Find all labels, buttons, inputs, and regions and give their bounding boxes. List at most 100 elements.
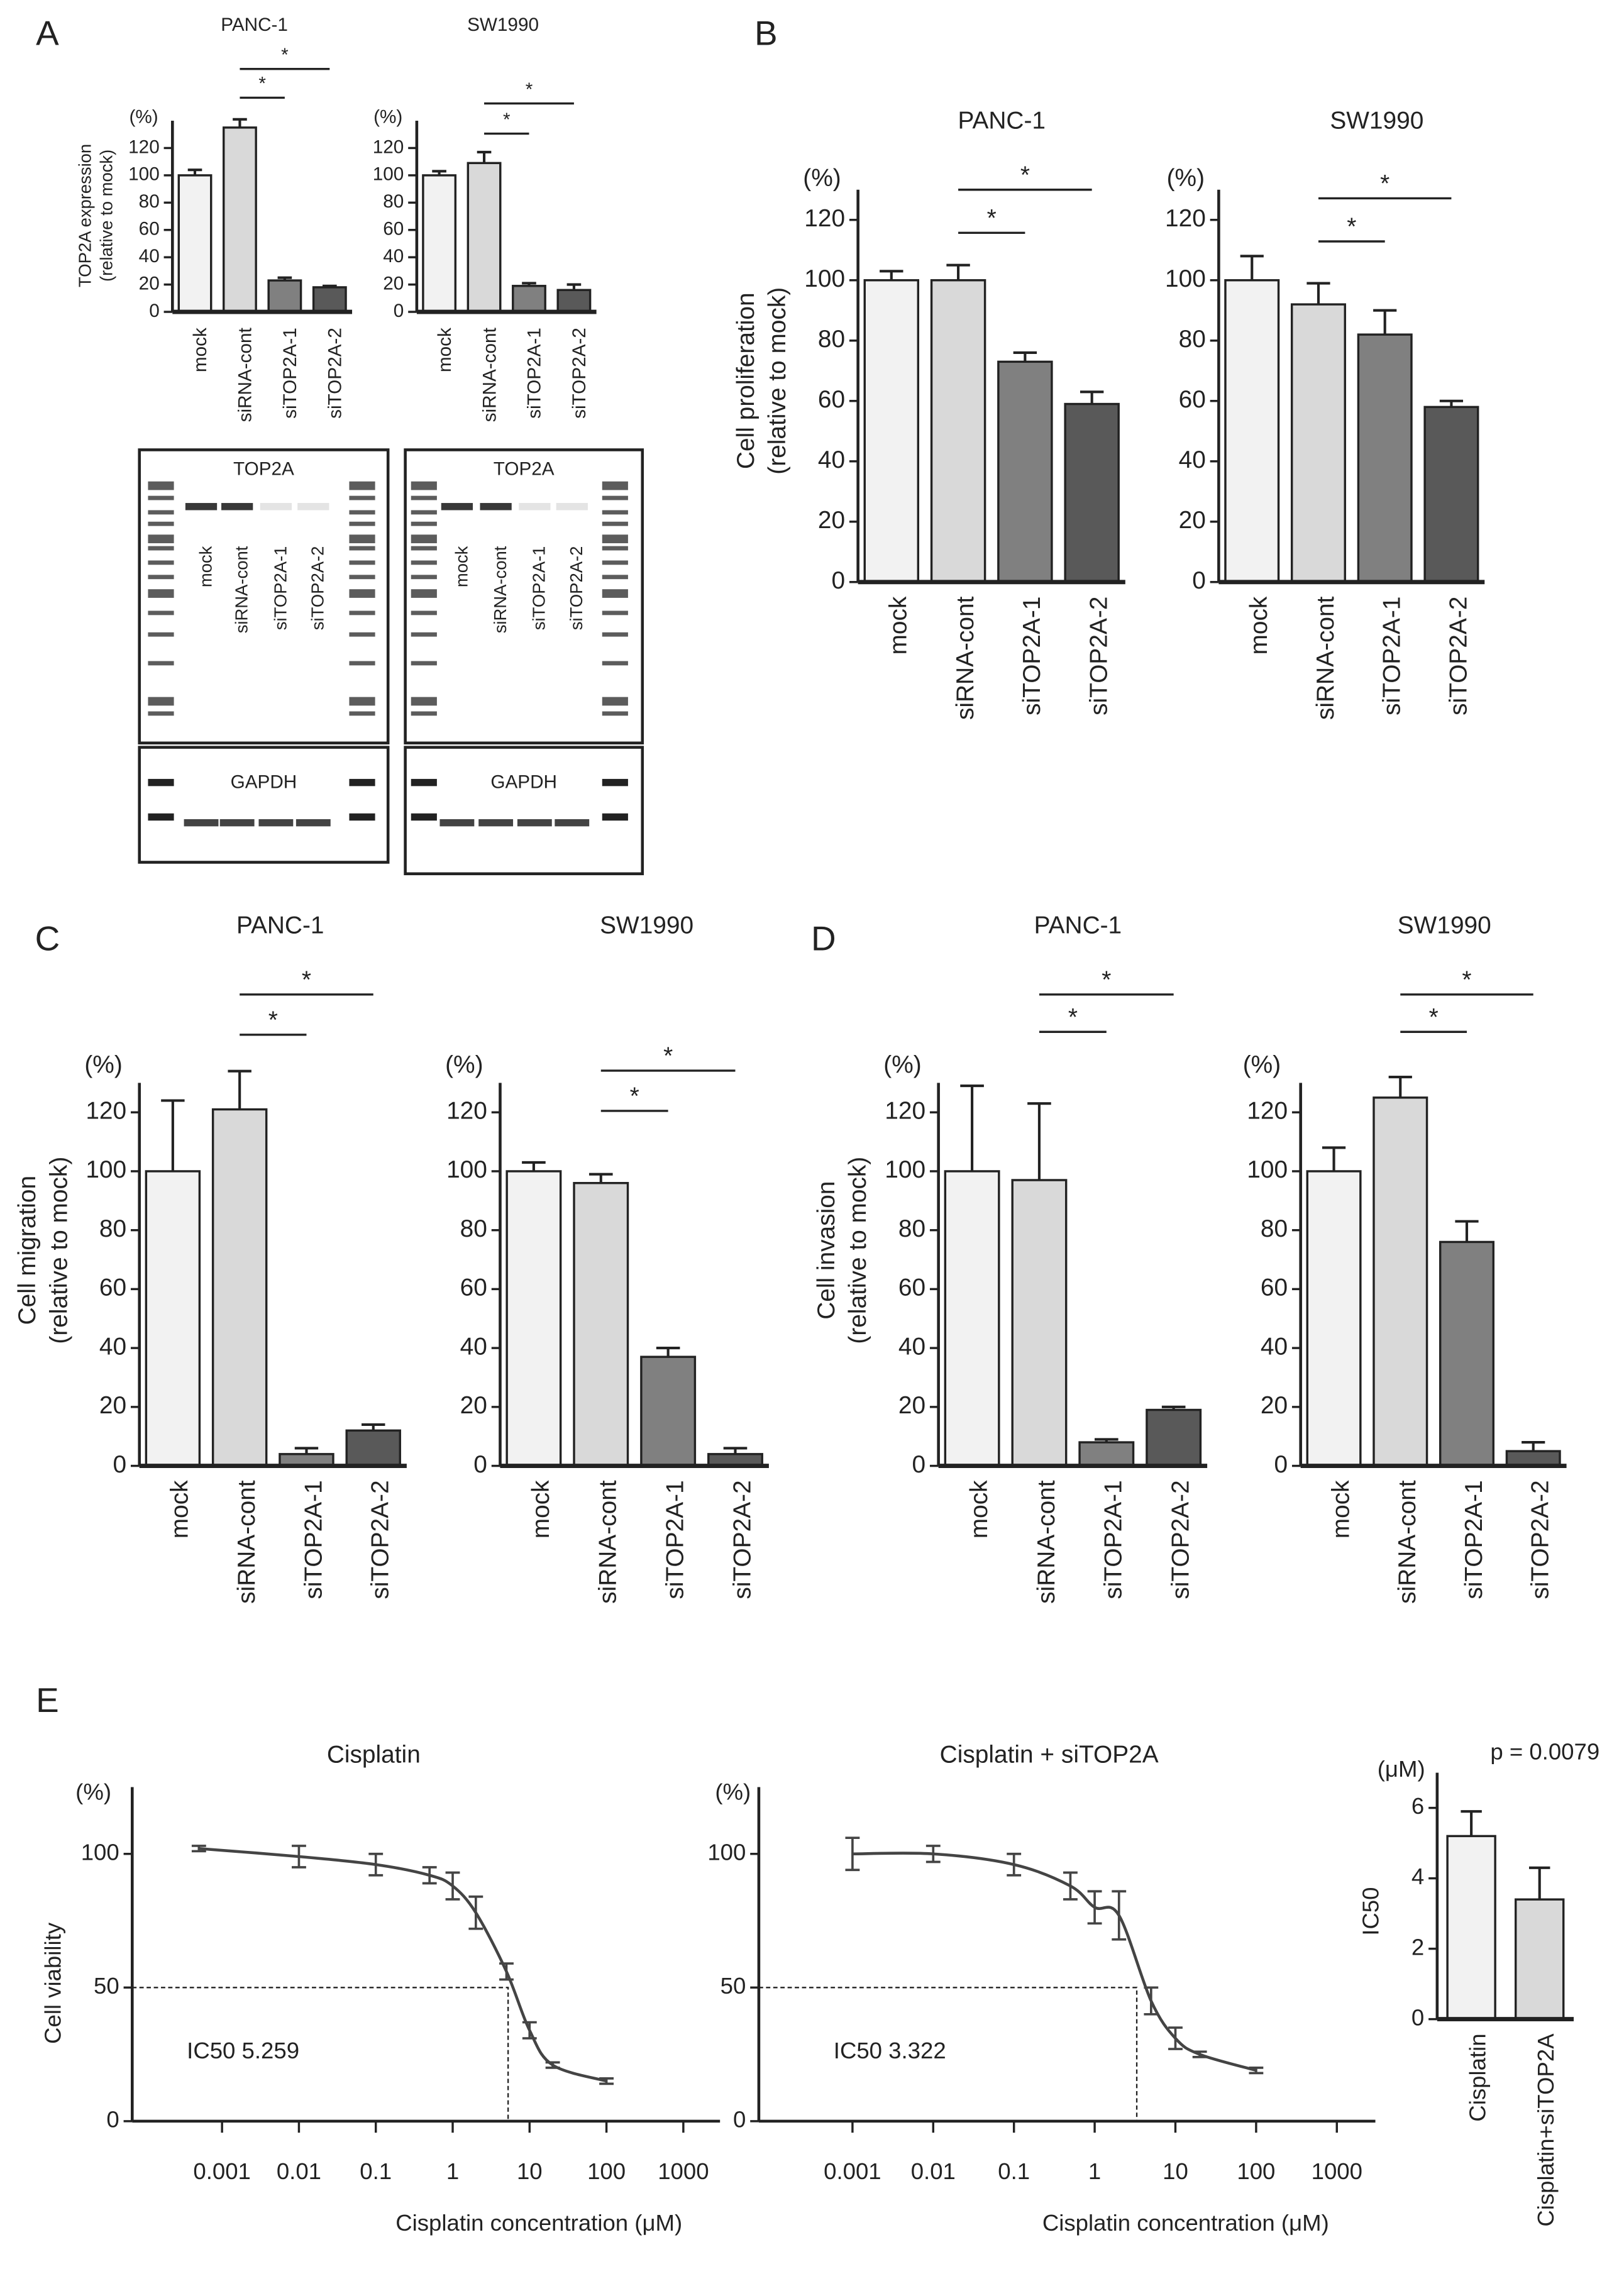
significance-label: * [268,1007,278,1034]
error-bar [599,2077,614,2085]
y-tick-label: 20 [383,273,404,294]
significance-label: * [302,966,311,993]
ladder-band [148,632,174,637]
error-bar [925,1845,941,1863]
y-tick-label: 80 [1179,326,1206,353]
protein-band [555,819,590,827]
x-tick-label: 100 [587,2158,626,2184]
ladder-band [411,575,437,580]
x-tick-label: 10 [1163,2158,1188,2184]
x-tick-label: siTOP2A-2 [1445,597,1472,715]
ladder-band [148,534,174,544]
bar [345,1429,401,1467]
bar [223,126,257,313]
bar [267,279,302,313]
y-tick-label: 40 [1179,446,1206,473]
y-unit: (%) [1167,165,1205,192]
ic50-guide [758,1987,1138,2121]
bar [312,286,347,313]
ladder-band [148,589,174,598]
y-tick-label: 4 [1411,1863,1424,1889]
x-tick-label: 0.001 [824,2158,881,2184]
x-tick-label: siRNA-cont [952,596,979,720]
y-tick-label: 60 [460,1274,487,1301]
chart-title: PANC-1 [221,14,288,35]
ladder-band [602,632,628,637]
ladder-band [602,510,628,515]
protein-band [556,503,588,511]
y-axis-label: (relative to mock) [97,150,116,282]
error-bar [228,1069,251,1110]
ladder-band [602,534,628,544]
y-tick-label: 80 [460,1215,487,1242]
y-unit: (%) [445,1051,483,1078]
x-tick-label: siTOP2A-1 [1379,597,1406,715]
x-tick-label: 1 [1088,2158,1101,2184]
error-bar [1144,1986,1159,2016]
error-bar [522,282,536,286]
error-bar [292,1845,306,1869]
ladder-band [411,510,437,515]
y-tick-label: 0 [1411,2004,1424,2030]
error-bar [432,170,446,175]
ladder-band [349,510,375,515]
ladder-band [411,534,437,544]
x-tick-label: siTOP2A-2 [1086,597,1113,715]
x-tick-label: mock [434,328,455,372]
y-tick-label: 120 [446,1098,487,1125]
ladder-band [602,546,628,551]
ladder-band [602,495,628,500]
x-tick-label: 0.01 [277,2158,321,2184]
ladder-band [411,481,437,490]
y-unit: (%) [373,106,402,127]
bar [1290,303,1346,583]
error-bar [522,1161,546,1171]
y-axis-label: Cell proliferation [732,292,760,469]
y-tick-label: 40 [460,1333,487,1360]
y-tick-label: 2 [1411,1934,1424,1960]
ladder-band [349,560,375,565]
y-tick-label: 100 [86,1156,126,1183]
blot-label: TOP2A [494,458,555,479]
significance-label: * [630,1083,639,1110]
bar [1306,1170,1362,1467]
y-axis-label: (relative to mock) [844,1157,871,1344]
y-tick-label: 0 [912,1451,925,1478]
blot-frame [138,746,390,864]
ladder-band [411,560,437,565]
y-tick-label: 60 [818,386,845,413]
ladder-band [602,697,628,706]
bar [1439,1240,1494,1467]
ladder-band [349,534,375,544]
ladder-band [349,813,375,821]
ladder-band [148,510,174,515]
chart-title: SW1990 [467,14,539,35]
bar [1357,333,1413,583]
ic50-guide [132,1987,509,2121]
x-tick-label: 0.1 [998,2158,1030,2184]
y-axis-label: TOP2A expression [75,144,94,287]
protein-band [519,503,551,511]
error-bar [1455,1220,1479,1242]
ladder-band [349,610,375,616]
error-bar [1168,2026,1183,2050]
y-axis-label: Cell migration [14,1176,41,1325]
error-bar [187,168,202,175]
ladder-band [411,546,437,551]
y-tick-label: 100 [128,164,160,185]
protein-band [221,503,253,511]
ladder-band [148,778,174,787]
ladder-band [148,495,174,500]
y-tick-label: 100 [446,1156,487,1183]
error-bar [1013,351,1037,362]
error-bar [422,1866,437,1885]
error-bar [362,1423,385,1431]
error-bar [1439,399,1464,407]
ladder-band [411,495,437,500]
bar [1064,402,1120,583]
error-bar [1087,1890,1102,1925]
bar [1224,279,1280,583]
y-tick-label: 60 [99,1274,126,1301]
y-tick-label: 100 [81,1839,119,1865]
ladder-band [411,521,437,526]
